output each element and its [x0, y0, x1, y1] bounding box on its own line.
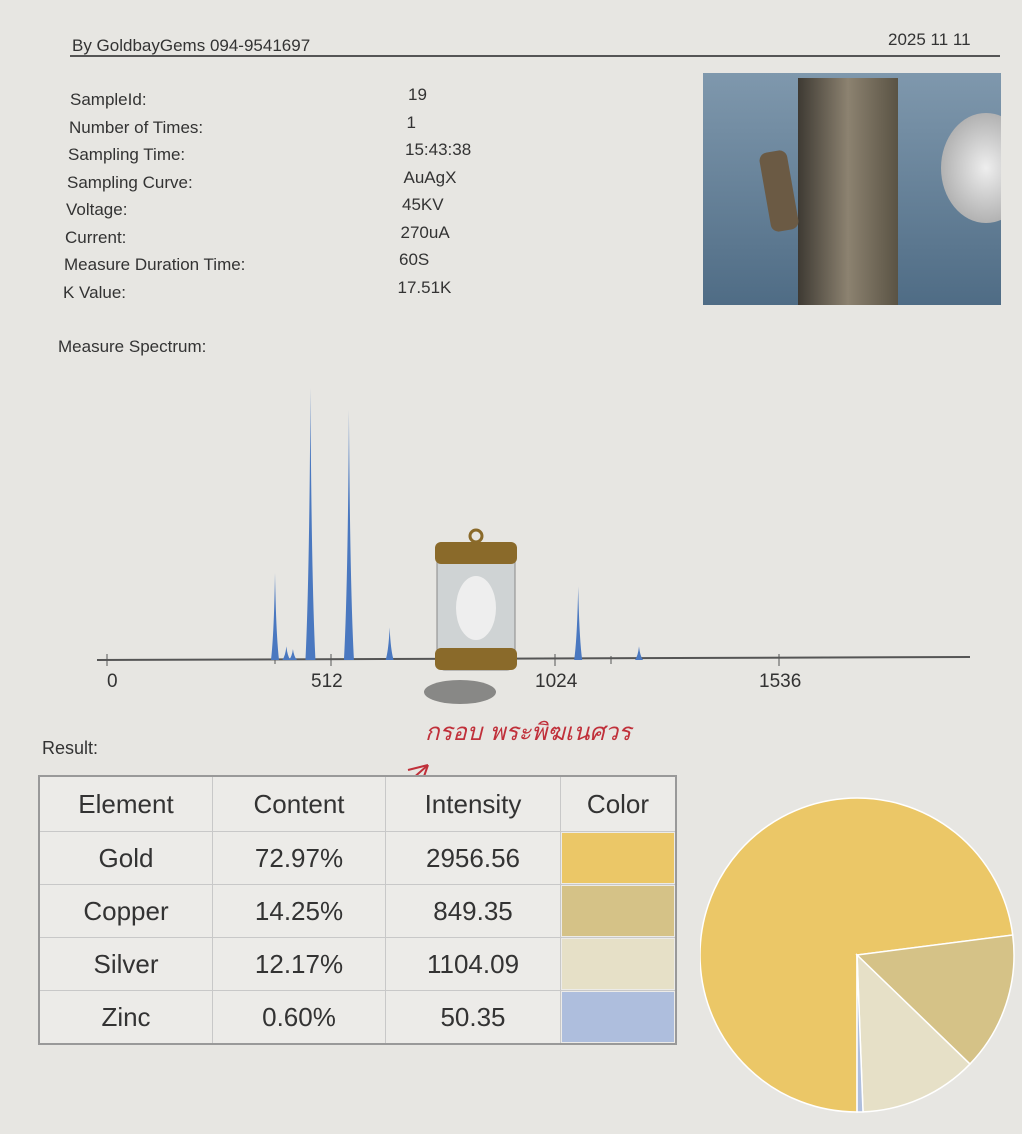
report-date: 2025 11 11 — [888, 30, 971, 49]
spectrum-peak — [305, 388, 316, 660]
header-color: Color — [560, 775, 677, 832]
intensity-cell: 849.35 — [385, 884, 561, 938]
result-table: Element Content Intensity Color Gold 72.9… — [38, 775, 677, 1045]
header-divider — [70, 55, 1000, 57]
spectrum-peak — [385, 627, 394, 660]
header-content: Content — [212, 775, 386, 832]
x-tick-label: 1024 — [535, 671, 578, 692]
info-label: SampleId: — [70, 90, 147, 109]
x-tick-label: 1536 — [759, 671, 801, 692]
handwritten-note: กรอบ พระพิฆเนศวร — [425, 718, 632, 746]
info-label: K Value: — [63, 282, 127, 302]
table-row: Silver 12.17% 1104.09 — [38, 937, 677, 991]
content-cell: 72.97% — [212, 831, 386, 885]
info-label: Current: — [65, 227, 127, 247]
element-cell: Copper — [38, 884, 213, 938]
info-label: Sampling Curve: — [67, 172, 193, 192]
spectrum-chart: 0 512 1024 1536 — [96, 388, 971, 704]
color-swatch — [560, 831, 677, 885]
spectrum-peak — [282, 646, 291, 660]
color-swatch — [560, 937, 677, 991]
sample-highlight — [941, 113, 1001, 223]
x-axis — [96, 656, 971, 661]
table-row: Gold 72.97% 2956.56 — [38, 831, 677, 885]
pie-chart — [700, 797, 1015, 1113]
header-element: Element — [38, 775, 213, 832]
spectrum-peak — [288, 649, 297, 660]
intensity-cell: 2956.56 — [385, 831, 561, 885]
spectrum-peak — [635, 646, 643, 660]
info-value: 15:43:38 — [405, 140, 472, 159]
info-value: 45KV — [402, 195, 444, 214]
pie-slice-copper — [855, 934, 1015, 1066]
content-cell: 14.25% — [212, 884, 386, 938]
info-value: AuAgX — [403, 167, 457, 187]
info-value: 60S — [399, 250, 430, 269]
result-title: Result: — [42, 738, 99, 758]
info-value: 19 — [408, 85, 427, 104]
intensity-cell: 50.35 — [385, 990, 561, 1045]
spectrum-peak — [271, 572, 279, 660]
info-value: 270uA — [400, 222, 450, 242]
table-row: Copper 14.25% 849.35 — [38, 884, 677, 938]
x-tick-label: 0 — [107, 671, 118, 692]
brand-header: By GoldbayGems 094-9541697 — [72, 36, 311, 55]
element-cell: Zinc — [38, 990, 213, 1045]
spectrum-peak — [574, 586, 583, 660]
x-tick-label: 512 — [311, 671, 343, 692]
sample-piece — [758, 149, 800, 233]
color-swatch — [560, 990, 677, 1045]
spectrum-peak — [343, 409, 354, 660]
sample-photo — [703, 73, 1001, 305]
spectrum-title: Measure Spectrum: — [58, 337, 207, 356]
info-label: Sampling Time: — [68, 145, 186, 164]
info-label: Voltage: — [66, 200, 128, 219]
info-value: 17.51K — [397, 277, 452, 297]
color-swatch — [560, 884, 677, 938]
pie-slice-silver — [856, 953, 972, 1113]
info-label: Measure Duration Time: — [64, 255, 246, 274]
header-intensity: Intensity — [385, 775, 561, 832]
info-value: 1 — [406, 112, 416, 132]
sample-cylinder — [798, 78, 898, 305]
element-cell: Silver — [38, 937, 213, 991]
intensity-cell: 1104.09 — [385, 937, 561, 991]
content-cell: 12.17% — [212, 937, 386, 991]
table-row: Zinc 0.60% 50.35 — [38, 990, 677, 1045]
pendant-object — [424, 528, 517, 704]
table-header-row: Element Content Intensity Color — [38, 775, 677, 832]
content-cell: 0.60% — [212, 990, 386, 1045]
info-label: Number of Times: — [69, 117, 204, 137]
pie-slice-zinc — [856, 954, 864, 1113]
element-cell: Gold — [38, 831, 213, 885]
